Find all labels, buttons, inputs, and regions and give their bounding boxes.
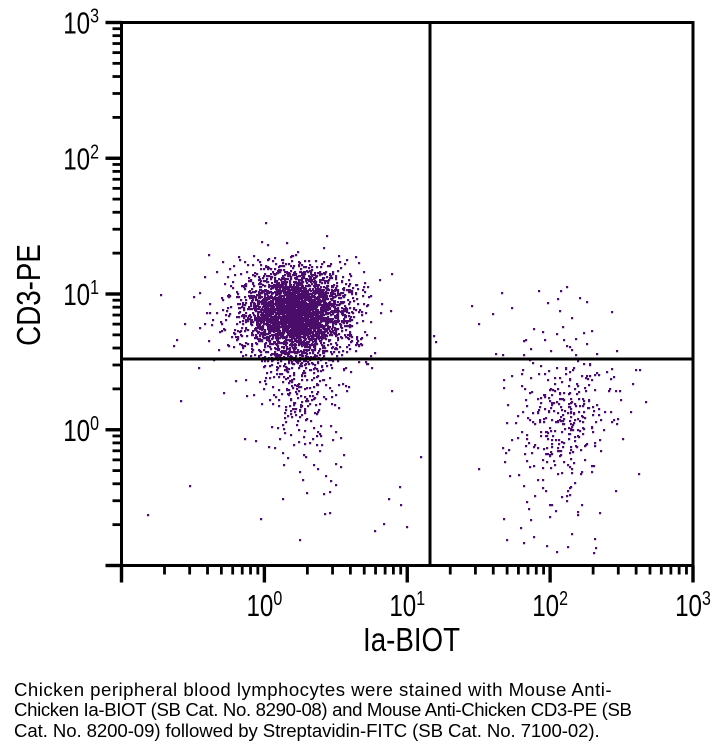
svg-text:CD3-PE: CD3-PE — [11, 244, 48, 346]
svg-text:103: 103 — [675, 586, 711, 623]
svg-text:100: 100 — [246, 586, 282, 623]
svg-text:100: 100 — [63, 411, 99, 448]
svg-text:101: 101 — [389, 586, 425, 623]
svg-text:102: 102 — [532, 586, 568, 623]
svg-text:Ia-BIOT: Ia-BIOT — [363, 622, 460, 659]
svg-text:103: 103 — [63, 4, 99, 41]
svg-text:102: 102 — [63, 139, 99, 176]
svg-text:101: 101 — [63, 275, 99, 312]
